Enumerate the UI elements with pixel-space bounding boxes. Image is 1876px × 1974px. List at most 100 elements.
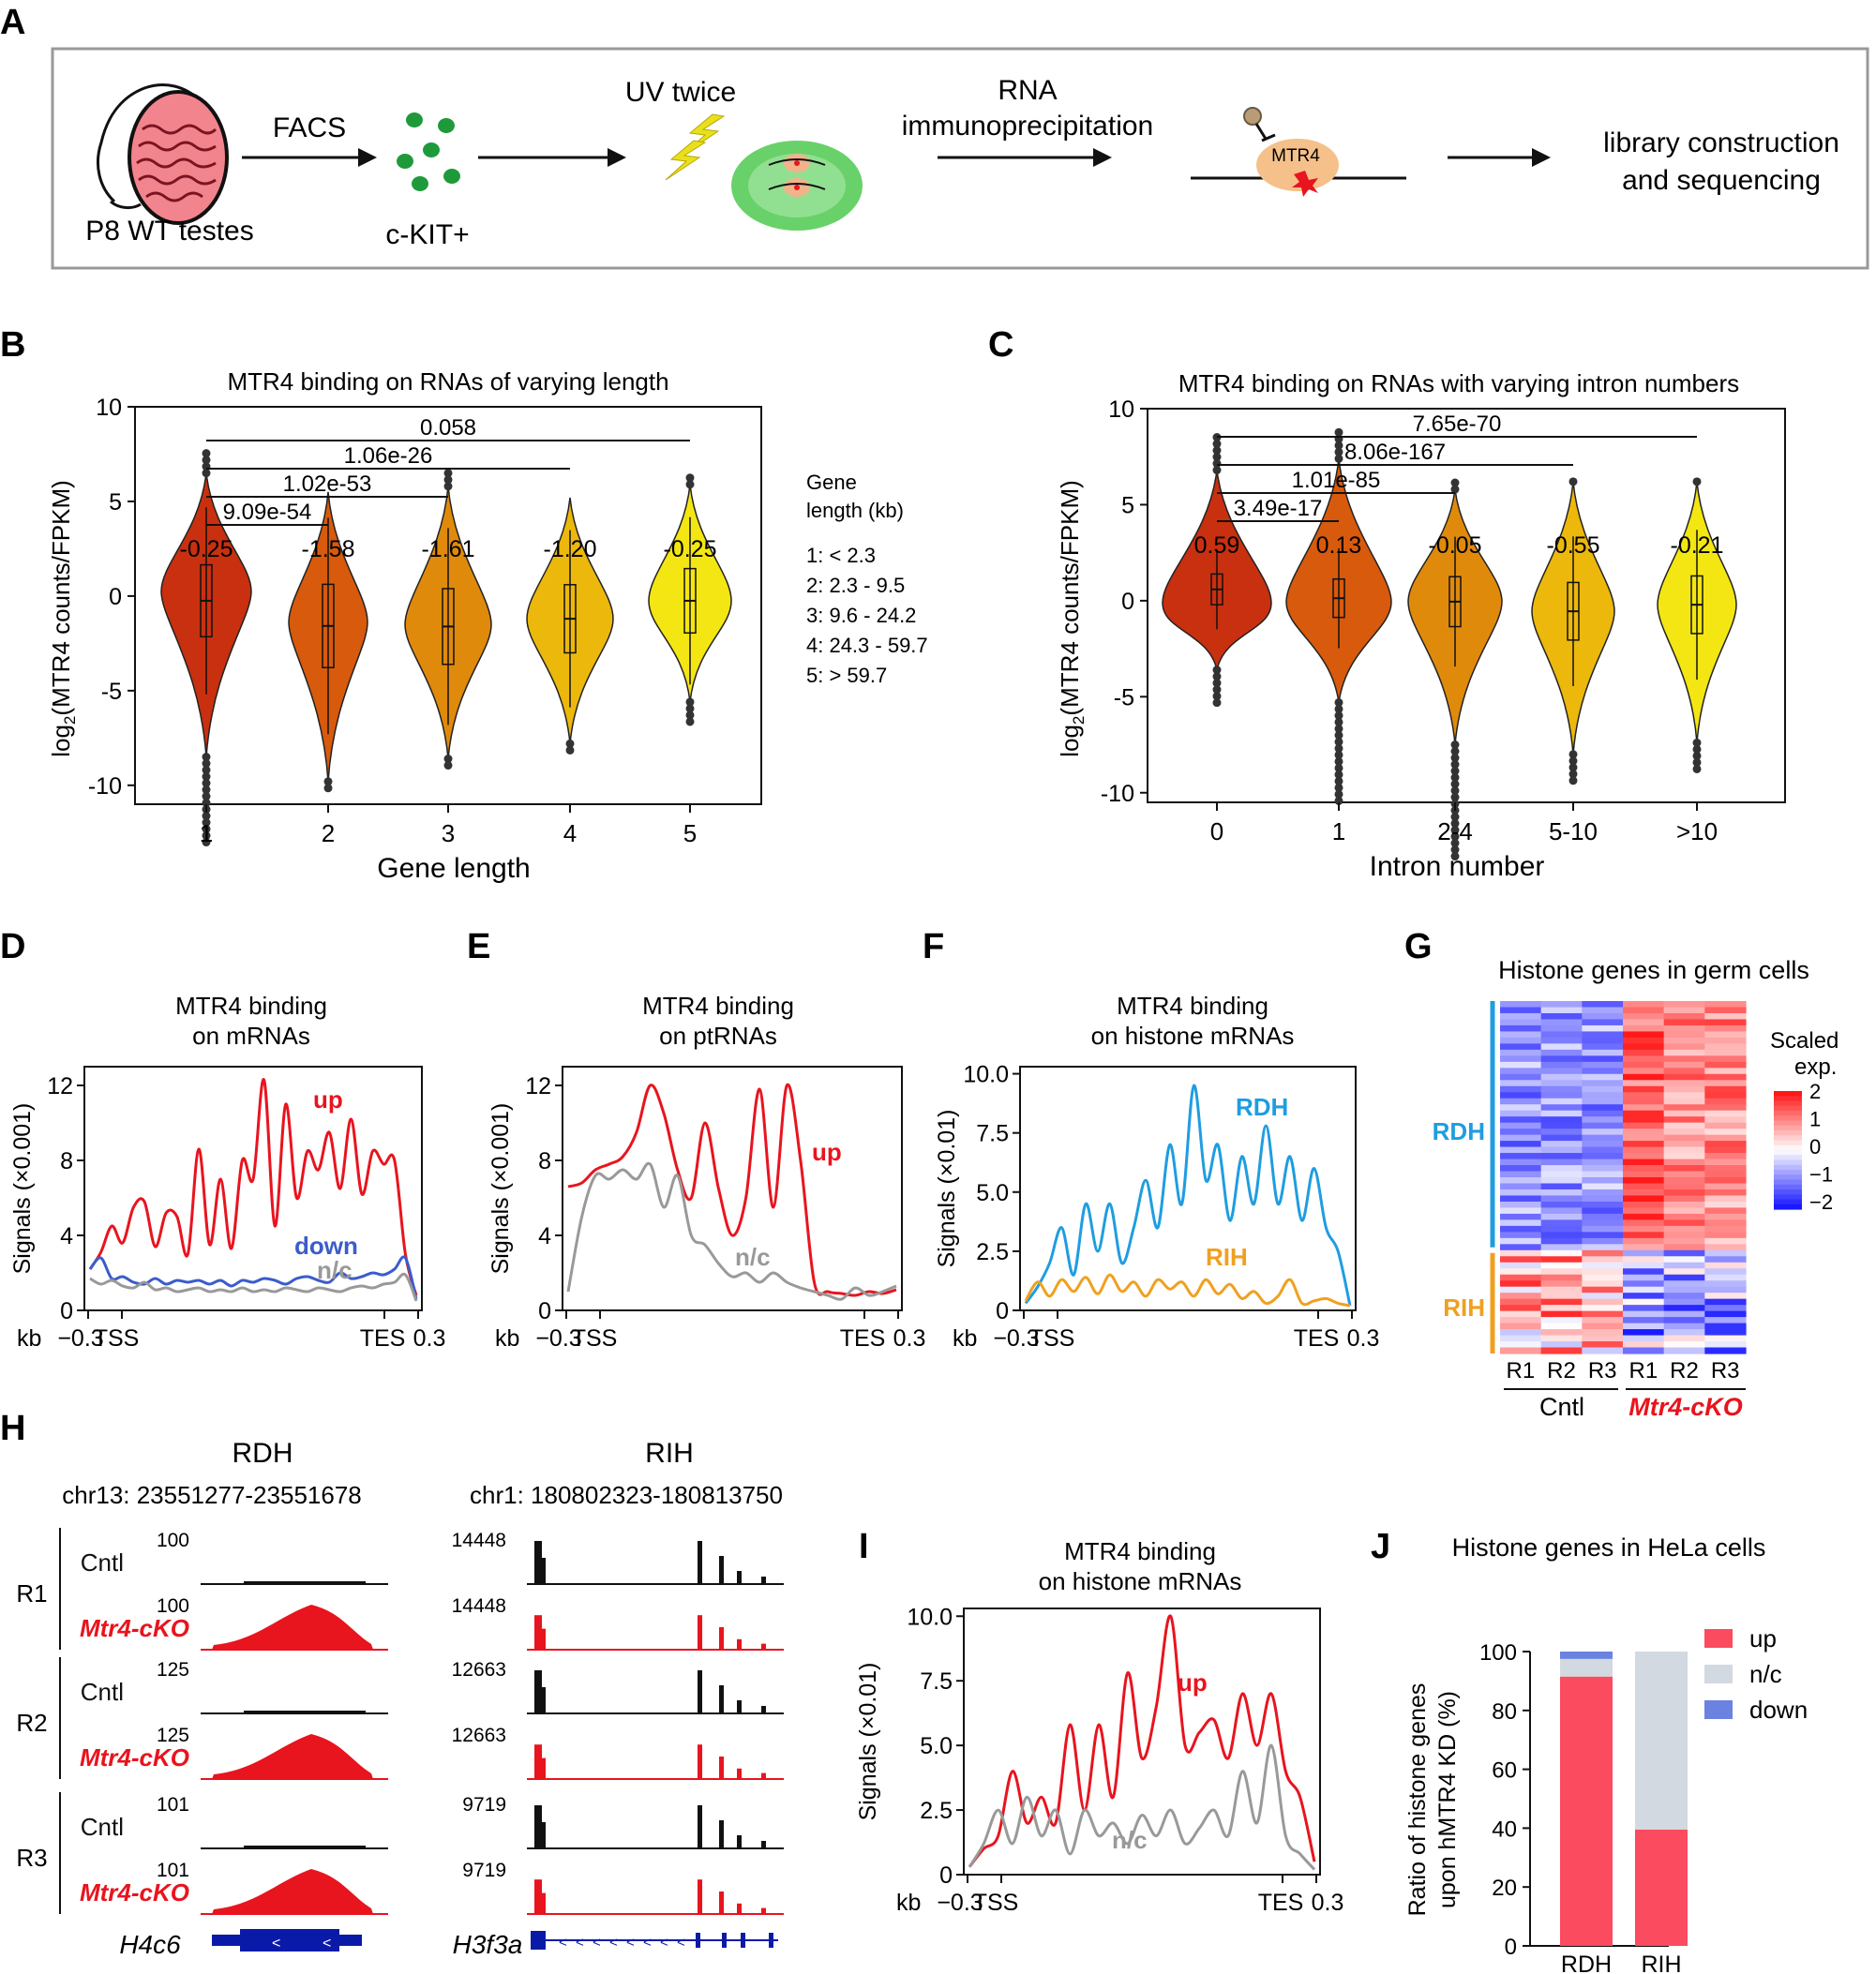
heatmap-cell — [1663, 1092, 1705, 1099]
y-tick-label: 0 — [538, 1298, 551, 1324]
y-tick-label: 8 — [60, 1148, 73, 1174]
outliers-4 — [565, 739, 575, 755]
d-title-2: on mRNAs — [192, 1022, 310, 1050]
outlier-dot — [1568, 477, 1578, 486]
outliers-2-4 — [1450, 478, 1460, 861]
outlier-dot — [1212, 665, 1222, 675]
heatmap-cell — [1704, 1019, 1747, 1026]
heatmap-cell — [1582, 1207, 1624, 1215]
heatmap-cell — [1500, 1201, 1542, 1209]
heatmap-cell — [1663, 1195, 1705, 1203]
x-tick-label: −0.3 — [993, 1325, 1039, 1352]
heatmap-cell — [1663, 1085, 1705, 1093]
y-tick-label: 8 — [538, 1148, 551, 1174]
legend-swatch — [1774, 1130, 1802, 1136]
heatmap-cell — [1540, 1201, 1583, 1209]
heatmap-cell — [1663, 1219, 1705, 1227]
heatmap-cell — [1500, 1317, 1542, 1324]
heatmap-cell — [1704, 1244, 1747, 1251]
heatmap-cell — [1582, 1116, 1624, 1124]
heatmap-cell — [1663, 1012, 1705, 1021]
x-tick-label: 5 — [683, 819, 697, 847]
heatmap-cell — [1500, 1104, 1542, 1112]
heatmap-cell — [1582, 1024, 1624, 1033]
outlier-dot — [1692, 764, 1702, 773]
heatmap-cell — [1623, 1183, 1665, 1190]
heatmap-cell — [1623, 1159, 1665, 1166]
heatmap-cell — [1623, 1153, 1665, 1160]
outlier-dot — [1692, 751, 1702, 760]
heatmap-cell — [1663, 1335, 1705, 1342]
heatmap-cell — [1704, 1249, 1747, 1257]
heatmap-cell — [1623, 1347, 1665, 1354]
heatmap-cell — [1704, 1317, 1747, 1324]
heatmap-cell — [1500, 1001, 1542, 1009]
y-tick-label: 12 — [525, 1073, 551, 1099]
series-line-down — [88, 1255, 418, 1300]
coverage-area — [244, 1711, 366, 1713]
outlier-dot — [1334, 717, 1343, 726]
series-line-RIH — [1024, 1273, 1351, 1308]
heatmap-cell — [1540, 1129, 1583, 1136]
heatmap-cell — [1704, 1268, 1747, 1276]
heatmap-cell — [1500, 1347, 1542, 1354]
heatmap-cell — [1500, 1213, 1542, 1220]
library-label-1: library construction — [1603, 127, 1839, 158]
heatmap-cell — [1623, 1329, 1665, 1337]
outlier-dot — [1212, 692, 1222, 701]
x-tick-label: 2-4 — [1437, 817, 1473, 845]
series-label: n/c — [735, 1243, 771, 1271]
panel-label-b: B — [0, 325, 25, 365]
heatmap-cell — [1663, 1256, 1705, 1264]
heatmap-cell — [1582, 1249, 1624, 1257]
legend-label: n/c — [1749, 1660, 1782, 1688]
strand-icon: < — [323, 1936, 331, 1952]
heatmap-cell — [1582, 1122, 1624, 1129]
x-tick-label: 0.3 — [893, 1325, 926, 1352]
legend-swatch — [1774, 1105, 1802, 1112]
library-label-2: and sequencing — [1622, 165, 1821, 196]
heatmap-cell — [1582, 1286, 1624, 1294]
coverage-peak — [761, 1772, 766, 1779]
coverage-peak — [698, 1744, 702, 1779]
median-label: 0.59 — [1194, 532, 1240, 559]
heatmap-cell — [1623, 1256, 1665, 1264]
outlier-dot — [202, 838, 211, 847]
strand-icon: < — [576, 1935, 584, 1951]
heatmap-cell — [1582, 1171, 1624, 1178]
outlier-dot — [1568, 776, 1578, 785]
series-line-nc — [968, 1743, 1316, 1871]
coverage-peak — [737, 1571, 742, 1584]
heatmap-cell — [1582, 1213, 1624, 1220]
heatmap-cell — [1663, 1165, 1705, 1173]
rep-label: R1 — [16, 1579, 47, 1608]
series-line-RDH — [1024, 1084, 1352, 1307]
series-line-up — [567, 1083, 897, 1297]
heatmap-cell — [1582, 1219, 1624, 1227]
plot-frame — [562, 1066, 903, 1311]
heatmap-cell — [1623, 1171, 1665, 1178]
heatmap-cell — [1663, 1007, 1705, 1014]
b-legend-item: 4: 24.3 - 59.7 — [806, 634, 928, 657]
cells-icon — [397, 112, 460, 191]
coverage-peak — [538, 1558, 546, 1584]
y-tick-label: 0 — [1121, 589, 1134, 615]
track-scale: 125 — [157, 1659, 189, 1681]
heatmap-cell — [1663, 1249, 1705, 1257]
heatmap-cell — [1500, 1085, 1542, 1093]
median-label: -0.55 — [1547, 532, 1600, 559]
group-label-cntl: Cntl — [1539, 1393, 1584, 1421]
comparison-pvalue: 1.02e-53 — [283, 471, 372, 497]
heatmap-cell — [1704, 1323, 1747, 1330]
heatmap-cell — [1582, 1268, 1624, 1276]
heatmap-cell — [1623, 1110, 1665, 1117]
gene-exon — [722, 1933, 727, 1948]
heatmap-cell — [1582, 1347, 1624, 1354]
heatmap-cell — [1663, 1225, 1705, 1233]
heatmap-cell — [1582, 1110, 1624, 1117]
heatmap-cell — [1500, 1244, 1542, 1251]
y-tick-label: 0 — [939, 1862, 953, 1889]
outlier-dot — [1450, 839, 1460, 848]
